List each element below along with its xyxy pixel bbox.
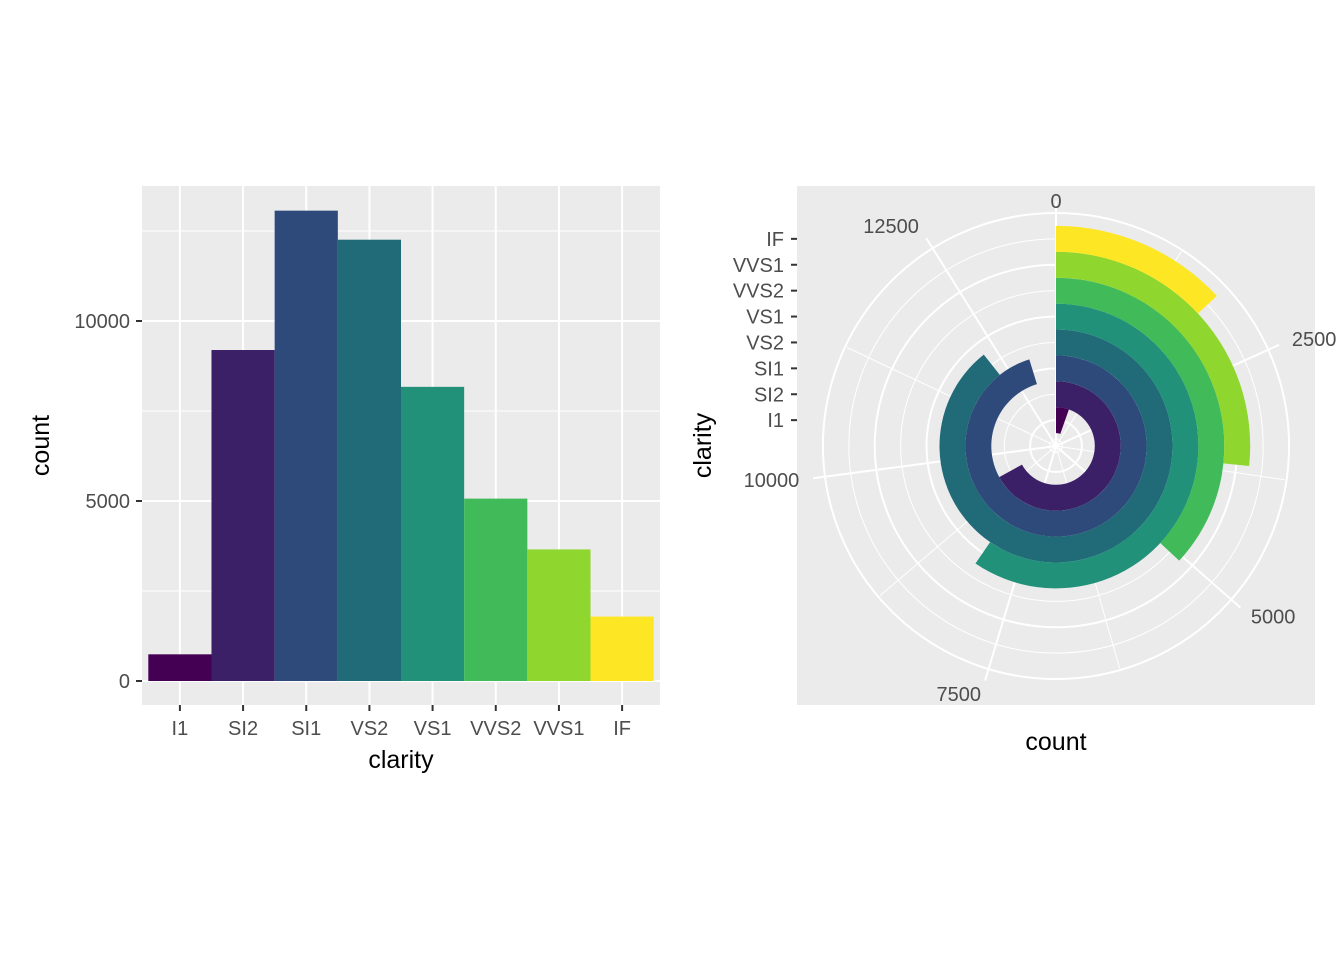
arc-bar-IF — [1056, 225, 1217, 314]
y-tick-label: 5000 — [86, 491, 131, 513]
r-tick-label: I1 — [767, 410, 784, 432]
r-tick-label: VS2 — [746, 332, 784, 354]
arc-bar-VVS2 — [1056, 277, 1225, 561]
bar-VVS1 — [527, 549, 591, 681]
x-axis-title: clarity — [368, 746, 434, 774]
x-tick-label: VVS1 — [533, 718, 584, 740]
x-tick-label: I1 — [172, 718, 189, 740]
y-axis-title: count — [27, 415, 55, 476]
r-tick-label: SI2 — [754, 384, 784, 406]
bar-VVS2 — [464, 498, 528, 681]
r-tick-label: VVS2 — [733, 281, 784, 303]
polar-spoke-gridline — [812, 445, 1057, 480]
y-axis-title: clarity — [689, 412, 717, 478]
bar-VS1 — [401, 386, 465, 681]
bar-I1 — [148, 654, 212, 681]
bar-VS2 — [337, 239, 401, 681]
x-tick-label: IF — [613, 718, 631, 740]
theta-tick-label: 2500 — [1292, 329, 1337, 351]
theta-tick-label: 7500 — [937, 684, 982, 706]
arc-bar-VS1 — [975, 303, 1199, 589]
theta-tick-label: 0 — [1050, 191, 1061, 213]
x-axis-title: count — [1025, 728, 1086, 756]
x-tick-label: VS2 — [351, 718, 389, 740]
polar-spoke-gridline — [925, 237, 1057, 447]
x-tick-label: VS1 — [414, 718, 452, 740]
bar-SI1 — [274, 210, 338, 681]
arc-bar-SI2 — [999, 381, 1121, 511]
arc-bar-VVS1 — [1056, 251, 1251, 467]
bar-chart-panel: 0 5000 10000 I1 SI2 SI1 VS2 VS1 VVS2 VVS1 IF clarit… — [27, 186, 660, 774]
r-tick-label: IF — [766, 229, 784, 251]
y-tick-label: 10000 — [74, 311, 130, 333]
theta-tick-label: 5000 — [1251, 607, 1296, 629]
arc-bar-I1 — [1056, 407, 1069, 434]
polar-chart-panel: 0 2500 5000 7500 10000 12500 I1 SI2 SI1 VS2 VS1 VVS… — [689, 186, 1336, 756]
r-tick-label: VVS1 — [733, 255, 784, 277]
x-tick-label: SI2 — [228, 718, 258, 740]
bar-IF — [590, 616, 654, 681]
r-tick-label: VS1 — [746, 307, 784, 329]
theta-tick-label: 10000 — [744, 470, 800, 492]
x-tick-label: VVS2 — [470, 718, 521, 740]
y-tick-label: 0 — [119, 671, 130, 693]
bar-SI2 — [211, 350, 275, 681]
x-tick-label: SI1 — [291, 718, 321, 740]
r-tick-label: SI1 — [754, 358, 784, 380]
theta-tick-label: 12500 — [863, 216, 919, 238]
